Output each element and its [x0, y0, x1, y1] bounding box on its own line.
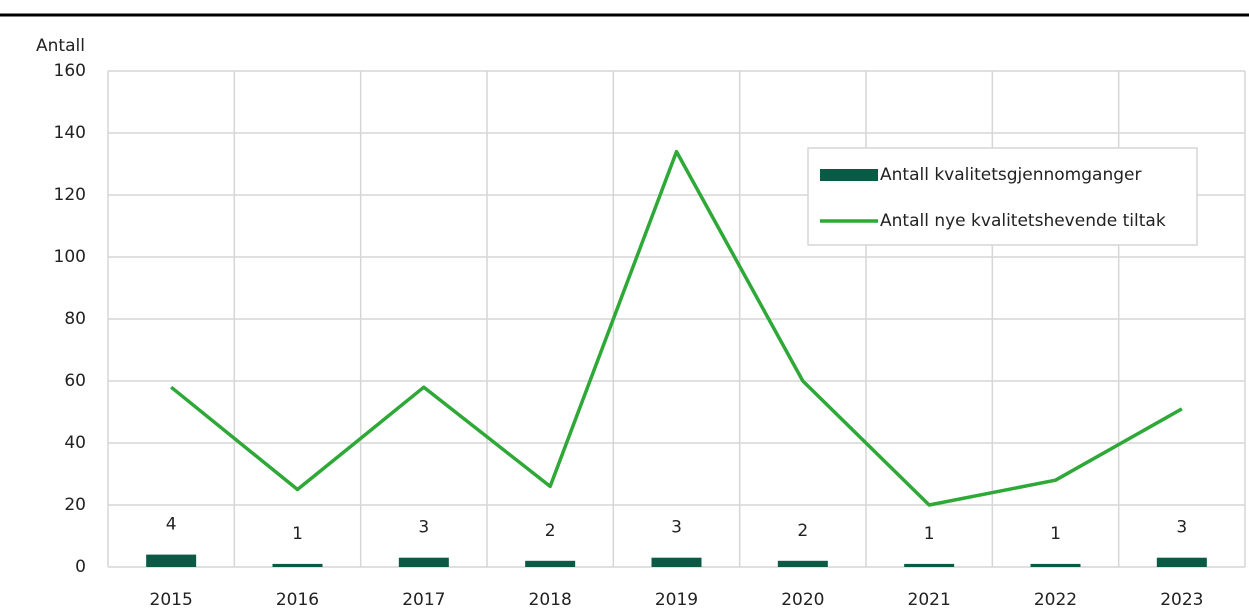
legend-label: Antall kvalitetsgjennomganger — [880, 165, 1141, 185]
y-tick-label: 60 — [64, 371, 86, 391]
bar — [398, 557, 449, 567]
x-tick-label: 2019 — [655, 590, 698, 610]
x-tick-label: 2021 — [908, 590, 951, 610]
bar-value-label: 2 — [545, 521, 556, 541]
y-tick-label: 120 — [54, 185, 86, 205]
bar-value-label: 3 — [1176, 518, 1187, 538]
y-axis-label: Antall — [36, 36, 85, 56]
y-tick-label: 160 — [54, 61, 86, 81]
line — [170, 149, 1183, 507]
x-tick-label: 2018 — [529, 590, 572, 610]
x-tick-label: 2022 — [1034, 590, 1077, 610]
y-tick-label: 80 — [64, 309, 86, 329]
x-tick-label: 2016 — [276, 590, 319, 610]
y-tick-label: 140 — [54, 123, 86, 143]
bar-value-label: 3 — [418, 518, 429, 538]
legend-swatch — [820, 169, 878, 181]
y-tick-label: 40 — [64, 433, 86, 453]
legend-label: Antall nye kvalitetshevende tiltak — [880, 211, 1166, 231]
x-tick-label: 2017 — [402, 590, 445, 610]
bar — [904, 563, 955, 567]
bar — [1030, 563, 1081, 567]
bar-value-label: 1 — [292, 524, 303, 544]
bar — [777, 560, 828, 567]
y-tick-label: 0 — [75, 557, 86, 577]
bar-value-label: 2 — [797, 521, 808, 541]
x-tick-label: 2020 — [781, 590, 824, 610]
bar — [272, 563, 323, 567]
bar — [146, 554, 197, 567]
bar — [525, 560, 576, 567]
x-tick-label: 2015 — [150, 590, 193, 610]
bar — [1156, 557, 1207, 567]
x-tick-label: 2023 — [1160, 590, 1203, 610]
bar-value-label: 1 — [924, 524, 935, 544]
bar-value-label: 3 — [671, 518, 682, 538]
y-tick-label: 20 — [64, 495, 86, 515]
bar — [651, 557, 702, 567]
bar-value-label: 1 — [1050, 524, 1061, 544]
y-tick-label: 100 — [54, 247, 86, 267]
legend-box — [807, 147, 1198, 246]
bar-value-label: 4 — [166, 515, 177, 535]
